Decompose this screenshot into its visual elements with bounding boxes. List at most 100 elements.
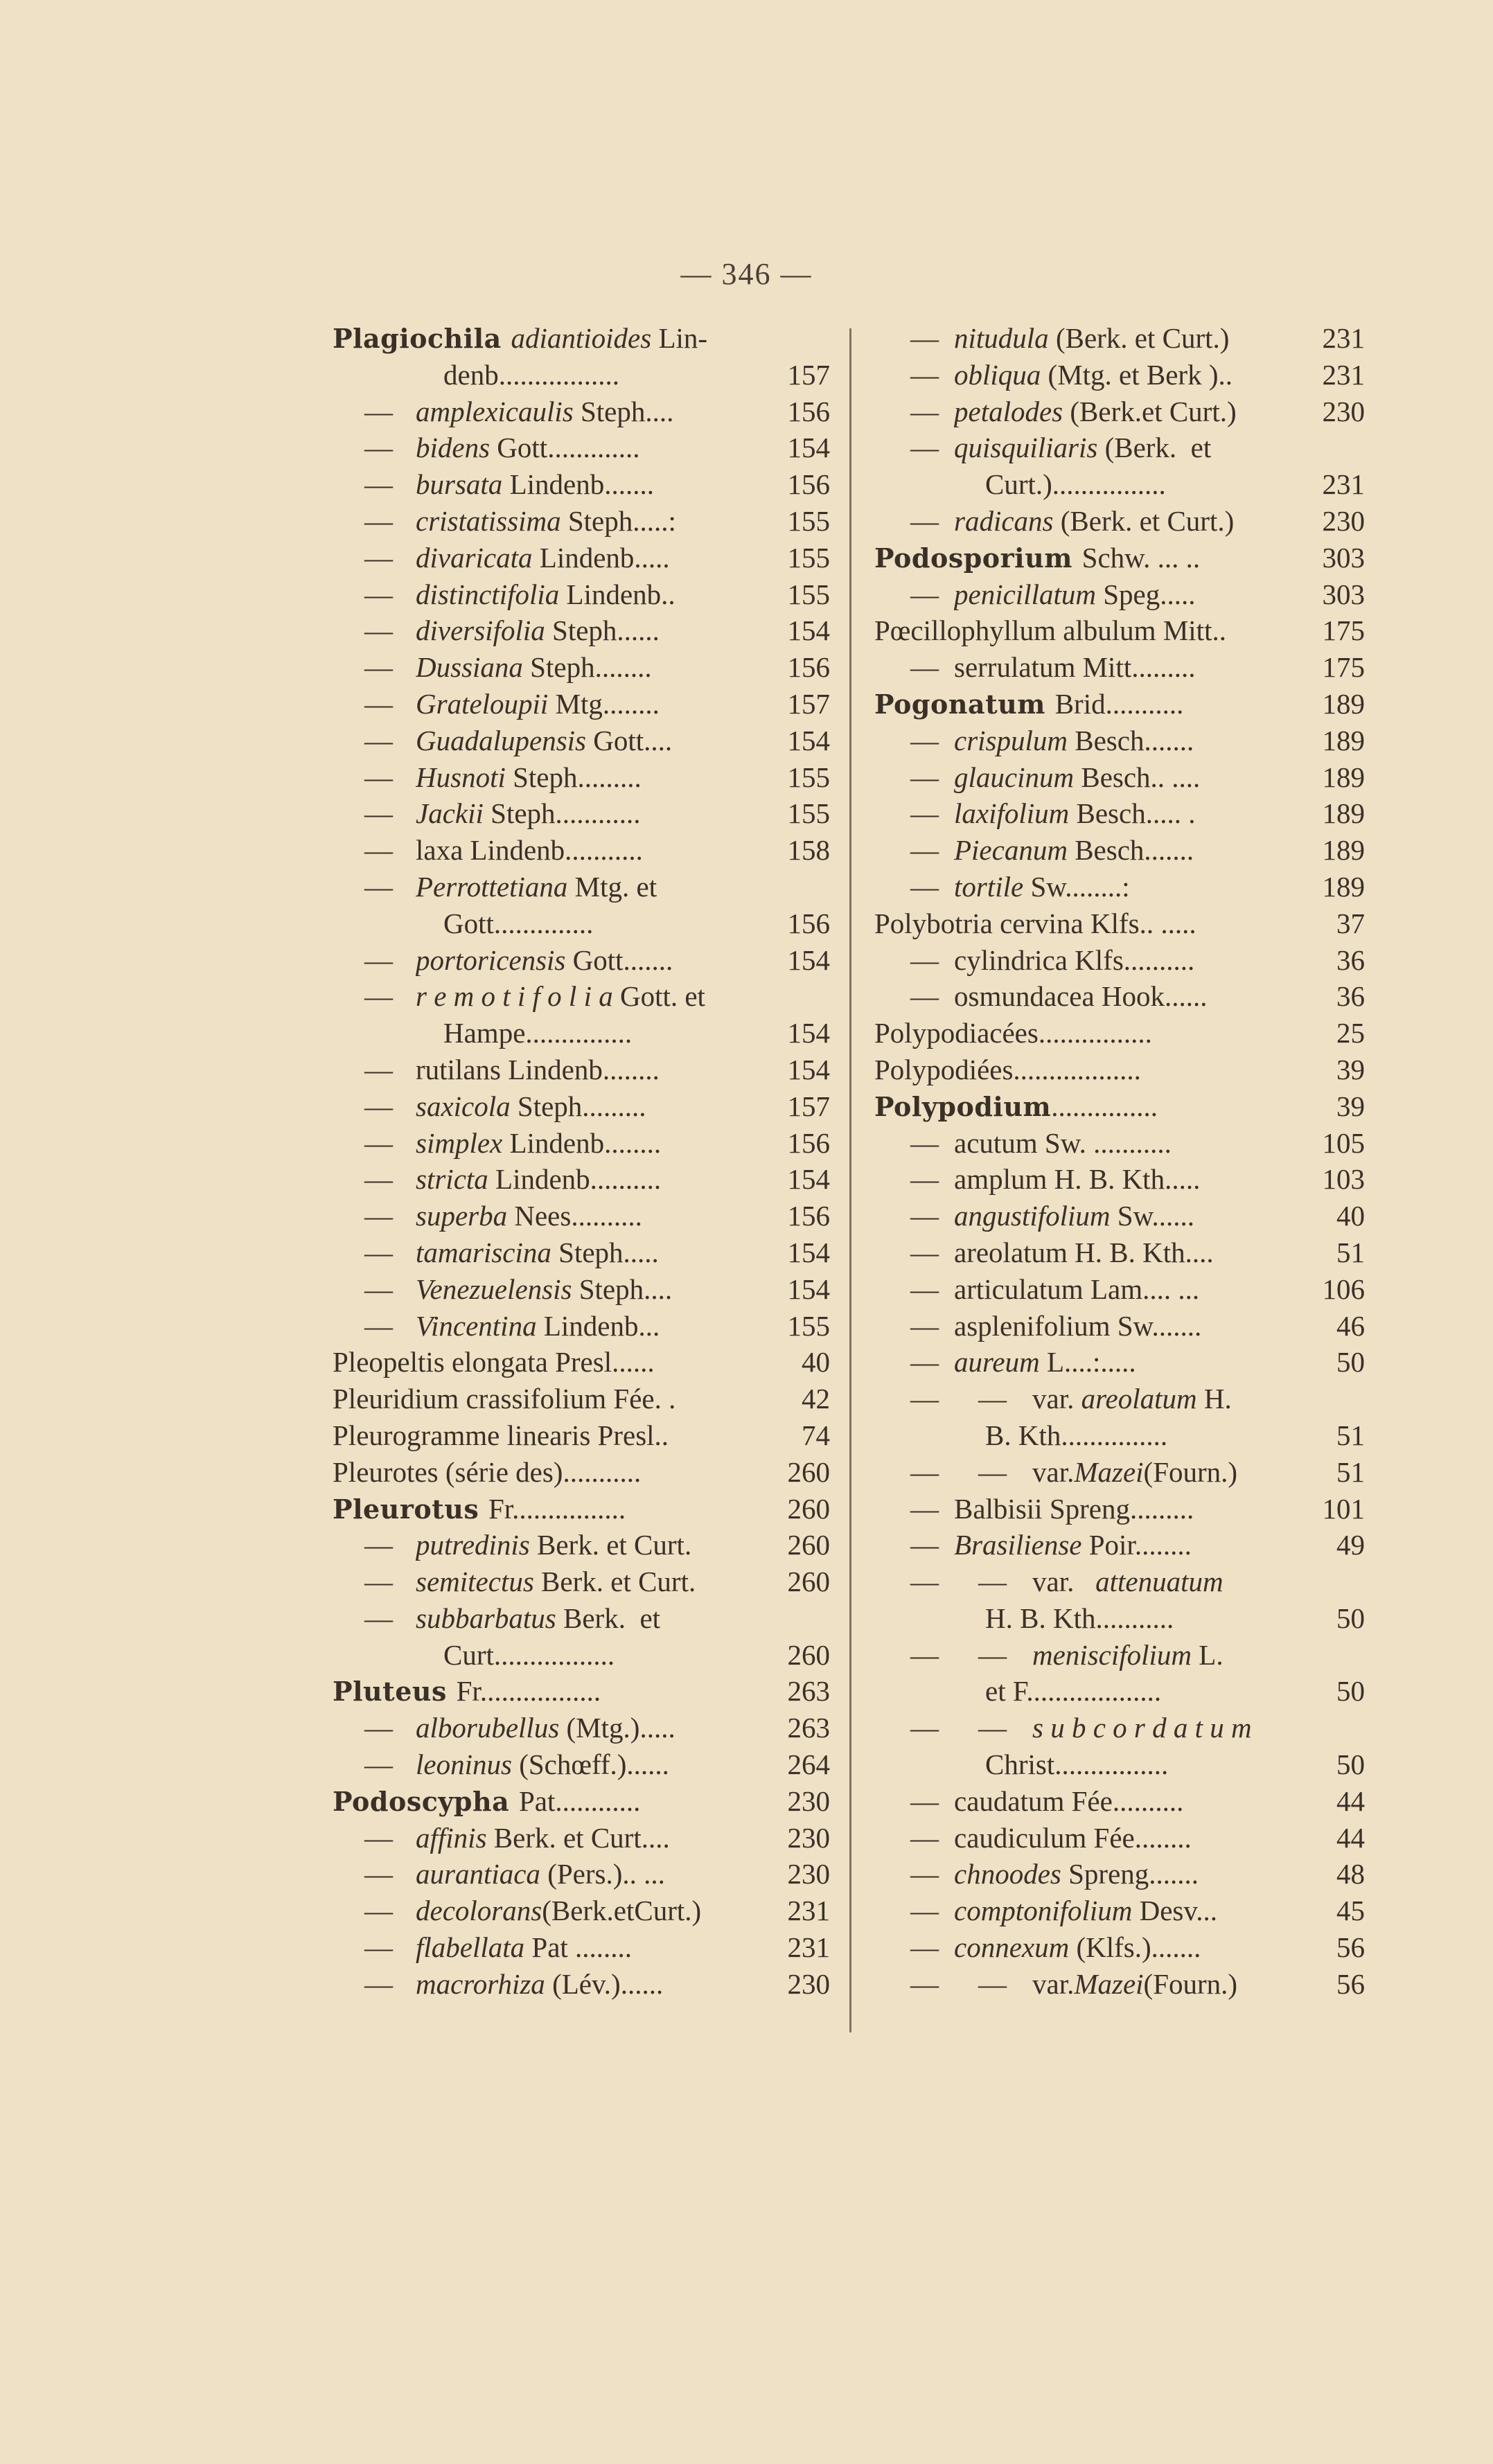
entry-text: Brid........... xyxy=(1054,687,1184,720)
index-entry: Plagiochila adiantioides Lin- xyxy=(333,320,830,357)
ditto-dash: — xyxy=(364,1858,393,1890)
page-reference: 158 xyxy=(787,834,831,867)
index-entry: — Balbisii Spreng......... 101 xyxy=(874,1491,1365,1527)
species-name: macrorhiza xyxy=(416,1967,553,2000)
page-reference: 45 xyxy=(1336,1895,1365,1927)
species-name: nitudula xyxy=(954,322,1056,354)
index-column-right: — nitudula (Berk. et Curt.) 231 — obliqua (M… xyxy=(874,320,1365,2003)
species-name: crispulum xyxy=(954,724,1075,756)
page-reference: 156 xyxy=(787,1200,831,1232)
index-entry: — Perrottetiana Mtg. et xyxy=(333,869,830,905)
entry-label: laxifolium Besch..... . xyxy=(954,795,1301,832)
entry-text: Steph..... xyxy=(558,1236,659,1268)
index-entry: — Vincentina Lindenb... 155 xyxy=(333,1308,830,1345)
species-name: aurantiaca xyxy=(416,1858,548,1890)
page-reference: 230 xyxy=(787,1821,831,1854)
ditto-dash: — xyxy=(910,651,939,684)
ditto-dash: — xyxy=(910,1821,939,1854)
entry-text: (Mtg.)..... xyxy=(566,1712,675,1744)
ditto-dash: — xyxy=(364,1236,393,1268)
ditto-dash: — xyxy=(978,1712,1007,1744)
entry-label: glaucinum Besch.. .... xyxy=(954,759,1301,796)
entry-text: Besch....... xyxy=(1075,834,1194,867)
species-name: connexum xyxy=(954,1931,1077,1964)
index-entry: Podosporium Schw. ... .. 303 xyxy=(874,540,1365,576)
index-entry: — articulatum Lam.... ... 106 xyxy=(874,1271,1365,1308)
species-name: Mazei xyxy=(1074,1455,1144,1488)
page-reference: 303 xyxy=(1322,578,1366,610)
ditto-dash: — xyxy=(978,1638,1007,1671)
page-reference: 263 xyxy=(787,1712,831,1744)
entry-label: subbarbatus Berk. et xyxy=(416,1600,766,1637)
entry-text: (Klfs.)....... xyxy=(1076,1931,1201,1964)
entry-label: laxa Lindenb........... xyxy=(416,832,766,869)
species-name: Mazei xyxy=(1074,1967,1144,2000)
entry-label: cristatissima Steph.....: xyxy=(416,503,766,540)
page-reference: 56 xyxy=(1336,1931,1365,1964)
ditto-dash: — xyxy=(910,1126,939,1159)
index-entry: — decolorans(Berk.etCurt.) 231 xyxy=(333,1893,830,1929)
index-entry: Polypodiées.................. 39 xyxy=(874,1052,1365,1088)
entry-text: Gott. et xyxy=(619,980,705,1013)
ditto-dash: — xyxy=(910,432,939,464)
entry-text: (Pers.).. ... xyxy=(547,1858,665,1890)
entry-label: tortile Sw........: xyxy=(954,869,1301,905)
entry-text: Schw. ... .. xyxy=(1081,541,1201,574)
page-reference: 37 xyxy=(1336,907,1365,939)
page-reference: 230 xyxy=(787,1967,831,2000)
index-entry: — — s u b c o r d a t u m xyxy=(874,1710,1365,1746)
entry-label: acutum Sw. ........... xyxy=(954,1125,1301,1162)
ditto-dash: — xyxy=(364,943,393,976)
page-reference: 50 xyxy=(1336,1748,1365,1781)
index-column-left: Plagiochila adiantioides Lin-denb.......… xyxy=(333,320,830,2003)
entry-text: Sw...... xyxy=(1117,1200,1195,1232)
page-reference: 103 xyxy=(1322,1163,1366,1196)
index-entry: — laxa Lindenb........... 158 xyxy=(333,832,830,869)
genus-name: Polypodium xyxy=(874,1090,1052,1122)
index-entry: — tortile Sw........: 189 xyxy=(874,869,1365,905)
index-entry: H. B. Kth........... 50 xyxy=(874,1600,1365,1637)
entry-text: Pœcillophyllum albulum Mitt.. xyxy=(874,614,1226,647)
entry-text: Gott.... xyxy=(593,724,673,756)
entry-text: Mtg........ xyxy=(555,687,660,720)
ditto-dash: — xyxy=(364,1931,393,1964)
entry-label: Brasiliense Poir........ xyxy=(954,1527,1301,1563)
index-entry: — obliqua (Mtg. et Berk ).. 231 xyxy=(874,357,1365,393)
entry-text: Besch....... xyxy=(1075,724,1194,756)
entry-label: denb................. xyxy=(443,357,766,393)
ditto-dash: — xyxy=(910,1455,939,1488)
page-reference: 157 xyxy=(787,687,831,720)
index-entry: — Venezuelensis Steph.... 154 xyxy=(333,1271,830,1308)
entry-text: denb................. xyxy=(443,358,619,391)
page-reference: 36 xyxy=(1336,980,1365,1013)
index-entry: Pleurotus Fr................ 260 xyxy=(333,1491,830,1527)
entry-label: var. areolatum H. xyxy=(1032,1381,1301,1417)
entry-label: Venezuelensis Steph.... xyxy=(416,1271,766,1308)
entry-text: Steph......... xyxy=(513,761,642,793)
page-reference: 189 xyxy=(1322,761,1366,793)
entry-text: Berk. et xyxy=(563,1602,661,1634)
entry-text: H. xyxy=(1203,1383,1232,1415)
index-entry: — penicillatum Speg..... 303 xyxy=(874,576,1365,613)
index-entry: — crispulum Besch....... 189 xyxy=(874,723,1365,759)
entry-text: Steph............ xyxy=(491,797,641,830)
entry-label: affinis Berk. et Curt.... xyxy=(416,1820,766,1856)
index-entry: Pleurotes (série des)........... 260 xyxy=(333,1454,830,1491)
index-entry: Hampe............... 154 xyxy=(333,1015,830,1052)
page-reference: 260 xyxy=(787,1566,831,1598)
page-reference: 260 xyxy=(787,1455,831,1488)
page-reference: 303 xyxy=(1322,541,1366,574)
entry-text: Berk. et Curt. xyxy=(541,1566,696,1598)
entry-text: Gott....... xyxy=(572,943,673,976)
column-divider xyxy=(849,328,851,2032)
ditto-dash: — xyxy=(364,761,393,793)
page-reference: 156 xyxy=(787,468,831,501)
index-entry: — diversifolia Steph...... 154 xyxy=(333,612,830,649)
species-name: distinctifolia xyxy=(416,578,567,610)
entry-text: Spreng....... xyxy=(1068,1858,1199,1890)
entry-text: serrulatum Mitt......... xyxy=(954,651,1196,684)
entry-label: Curt.)................ xyxy=(985,466,1301,503)
index-entry: Pleurogramme linearis Presl.. 74 xyxy=(333,1417,830,1454)
entry-label: leoninus (Schœff.)...... xyxy=(416,1746,766,1783)
ditto-dash: — xyxy=(364,1309,393,1342)
